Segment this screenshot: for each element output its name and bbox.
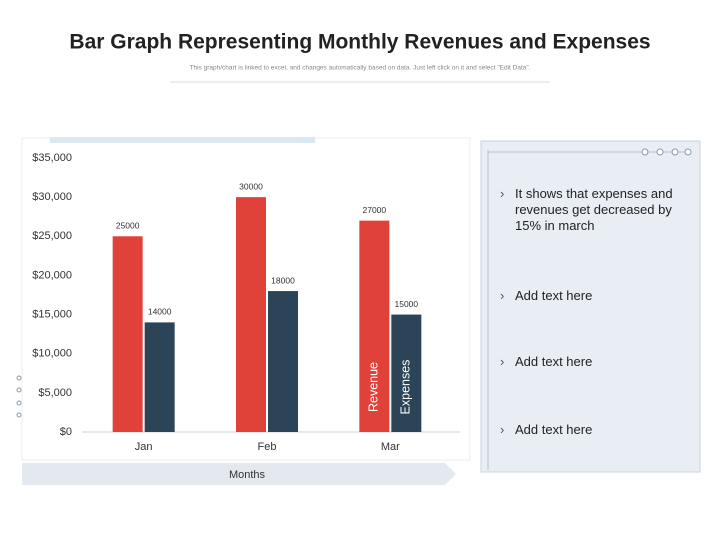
- value-label: 30000: [239, 181, 263, 191]
- bullet-icon: ›: [500, 354, 505, 369]
- chart-title: Bar Graph Representing Monthly Revenues …: [69, 31, 650, 54]
- note-text: Add text here: [515, 422, 593, 437]
- note: › Add text here: [500, 422, 690, 438]
- note: › Add text here: [500, 354, 690, 370]
- note-text: Add text here: [515, 354, 593, 369]
- note-text: It shows that expenses and revenues get …: [515, 186, 673, 233]
- y-tick-label: $35,000: [32, 152, 72, 164]
- y-tick-label: $15,000: [32, 308, 72, 320]
- chart-subtitle: This graph/chart is linked to excel, and…: [190, 65, 531, 72]
- y-tick-label: $5,000: [38, 387, 72, 399]
- legend-label: Revenue: [367, 362, 381, 412]
- note: › It shows that expenses and revenues get…: [500, 186, 690, 234]
- bar: [236, 197, 266, 432]
- x-tick-label: Mar: [381, 441, 400, 453]
- bullet-icon: ›: [500, 422, 505, 437]
- y-tick-label: $25,000: [32, 230, 72, 242]
- accent-strip: [50, 137, 315, 143]
- y-tick-label: $10,000: [32, 348, 72, 360]
- note-text: Add text here: [515, 288, 593, 303]
- bar: [144, 322, 175, 432]
- bar: [268, 291, 298, 432]
- x-tick-label: Jan: [135, 441, 153, 453]
- x-axis-band: [22, 463, 456, 485]
- y-tick-label: $30,000: [32, 191, 72, 203]
- value-label: 14000: [148, 307, 172, 317]
- value-label: 15000: [395, 299, 419, 309]
- bullet-icon: ›: [500, 186, 505, 201]
- decor-dots: [16, 148, 692, 418]
- bar: [112, 236, 143, 432]
- x-axis-label: Months: [229, 469, 266, 481]
- y-tick-label: $20,000: [32, 269, 72, 281]
- value-label: 25000: [116, 221, 140, 231]
- legend-label: Expenses: [399, 360, 413, 415]
- value-label: 18000: [271, 275, 295, 285]
- notes-panel: [480, 140, 701, 473]
- bar: [391, 314, 422, 432]
- value-label: 27000: [363, 205, 387, 215]
- x-tick-label: Feb: [258, 441, 277, 453]
- note: › Add text here: [500, 288, 690, 304]
- bar: [359, 220, 390, 432]
- y-tick-label: $0: [60, 426, 72, 438]
- bullet-icon: ›: [500, 288, 505, 303]
